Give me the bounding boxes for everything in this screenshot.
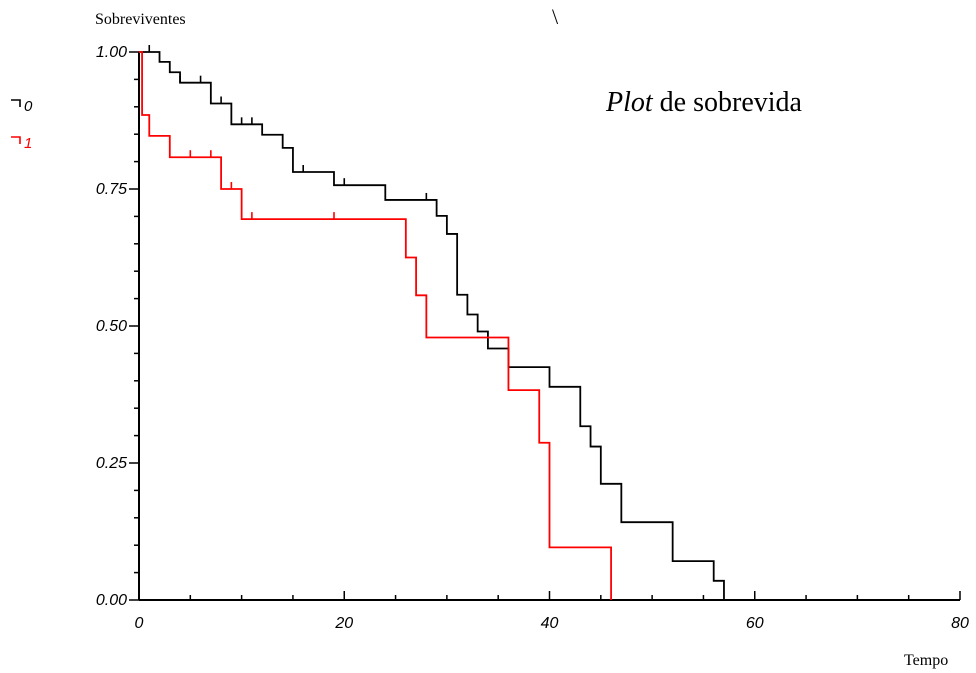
legend-swatch-0 bbox=[11, 99, 21, 107]
series-layer bbox=[139, 45, 725, 600]
y-axis-label: Sobreviventes bbox=[95, 11, 186, 28]
legend-label-1: 1 bbox=[24, 135, 32, 152]
legend-swatch-1 bbox=[11, 136, 21, 144]
x-tick-label: 60 bbox=[746, 615, 764, 632]
axes: 0 20 40 60 80 0.00 0.25 0.50 0.75 1.00 bbox=[96, 44, 969, 632]
chart-title-rest: de sobrevida bbox=[653, 87, 803, 118]
x-tick-label: 40 bbox=[541, 615, 559, 632]
x-axis-label: Tempo bbox=[904, 652, 948, 669]
y-tick-label: 0.75 bbox=[96, 181, 127, 198]
series-1-curve bbox=[139, 51, 612, 600]
y-tick-label: 1.00 bbox=[96, 44, 127, 61]
legend-label-0: 0 bbox=[24, 98, 33, 115]
chart-title: Plot de sobrevida bbox=[605, 87, 803, 118]
x-tick-label: 20 bbox=[334, 615, 353, 632]
y-tick-label: 0.00 bbox=[96, 592, 127, 609]
y-tick-label: 0.25 bbox=[96, 455, 127, 472]
x-tick-label: 80 bbox=[951, 615, 969, 632]
series-0-curve bbox=[139, 51, 725, 600]
chart-title-italic: Plot bbox=[605, 87, 654, 118]
x-tick-label: 0 bbox=[135, 615, 144, 632]
y-tick-label: 0.50 bbox=[96, 318, 127, 335]
legend: 01 bbox=[11, 98, 33, 152]
stray-backslash-mark: \ bbox=[552, 4, 559, 29]
